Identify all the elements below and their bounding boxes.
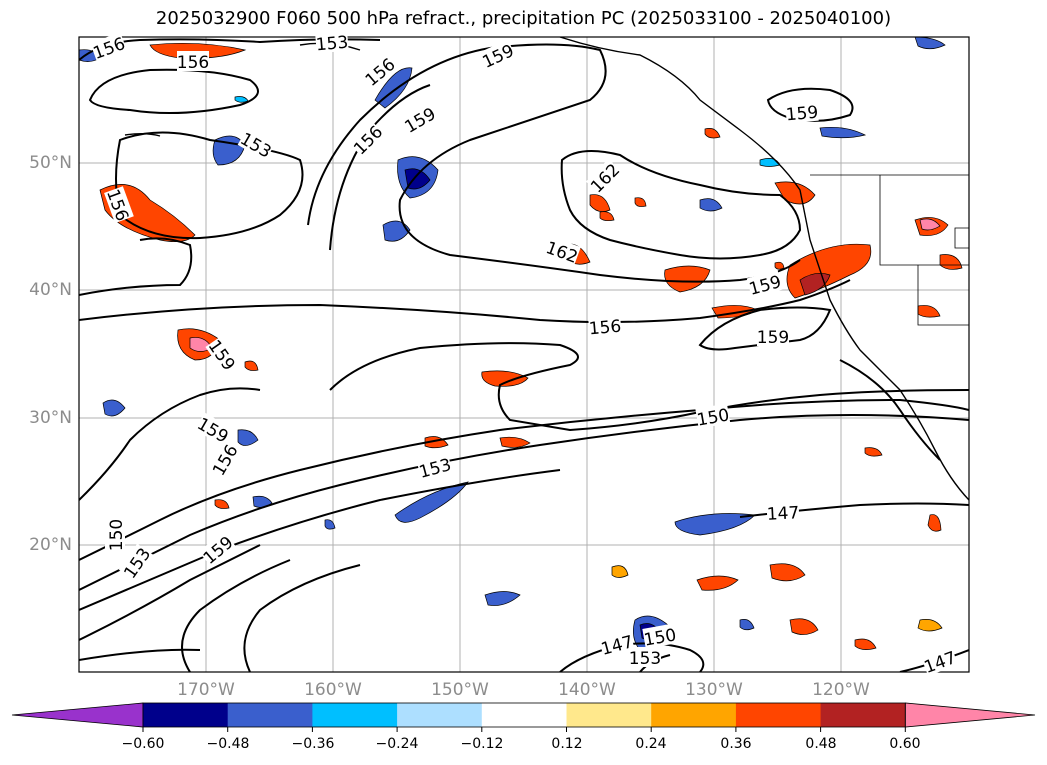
contour-label: 159 xyxy=(757,328,789,348)
contour-label: 147 xyxy=(922,648,959,678)
contour-label-bg xyxy=(416,453,453,481)
contour-label-bg xyxy=(757,326,789,346)
contour-label-bg xyxy=(629,647,661,667)
contour-label: 159 xyxy=(785,103,819,126)
contour-label: 156 xyxy=(91,34,128,64)
contour-label: 159 xyxy=(200,533,238,569)
colorbar-swatch xyxy=(735,703,822,727)
contour-label: 162 xyxy=(587,160,624,197)
precip-positive-patches xyxy=(99,43,963,650)
map-frame xyxy=(78,36,970,673)
contour-label-bg xyxy=(360,53,399,90)
colorbar-swatch xyxy=(312,703,398,727)
lat-label-50n: 50°N xyxy=(29,153,72,173)
colorbar-tick-label: 0.12 xyxy=(551,736,583,752)
contour-label-bg xyxy=(543,236,581,266)
lon-label-170w: 170°W xyxy=(177,680,235,700)
colorbar-swatch xyxy=(397,703,483,727)
colorbar-tick-label: −0.48 xyxy=(206,736,250,752)
contour-label: 159 xyxy=(747,272,784,300)
colorbar-tick-label: 0.36 xyxy=(720,736,752,752)
contour-label-bg xyxy=(207,440,241,479)
contour-label-bg xyxy=(766,501,800,523)
contour-label: 159 xyxy=(401,104,439,138)
contour-label-bg xyxy=(105,519,125,551)
contour-label: 150 xyxy=(642,625,677,650)
lon-label-140w: 140°W xyxy=(558,680,616,700)
colorbar-outline xyxy=(142,702,906,728)
lon-label-150w: 150°W xyxy=(431,680,489,700)
colorbar xyxy=(11,702,1036,732)
contour-label-bg xyxy=(400,102,439,136)
contour-label: 147 xyxy=(766,503,799,525)
contour-label-bg xyxy=(588,314,622,338)
contour-label-bg xyxy=(598,630,635,658)
contour-label: 153 xyxy=(236,129,274,163)
colorbar-swatch xyxy=(481,703,567,727)
contour-label-bg xyxy=(194,412,233,446)
contour-label-bg xyxy=(695,403,731,429)
contour-label-bg xyxy=(921,646,959,676)
colorbar-swatch xyxy=(227,703,313,727)
lon-label-130w: 130°W xyxy=(685,680,743,700)
contour-label: 156 xyxy=(209,441,243,479)
lon-label-120w: 120°W xyxy=(812,680,870,700)
contour-label-bg xyxy=(785,100,819,124)
colorbar-swatch xyxy=(820,703,906,727)
map-title: 2025032900 F060 500 hPa refract., precip… xyxy=(155,8,892,29)
contour-label: 150 xyxy=(695,405,730,430)
contour-label-bg xyxy=(237,127,276,161)
contour-label: 150 xyxy=(107,519,127,551)
contour-label-bg xyxy=(585,158,623,196)
contour-label-bg xyxy=(315,30,349,54)
contour-label-bg xyxy=(205,335,241,374)
colorbar-tick-label: −0.12 xyxy=(460,736,504,752)
contour-label-bg xyxy=(177,51,209,71)
colorbar-tick-label: 0.60 xyxy=(889,736,921,752)
gridlines xyxy=(79,37,969,672)
colorbar-extend-low xyxy=(11,702,144,728)
contour-label-bg xyxy=(118,543,154,582)
colorbar-tick-label: 0.24 xyxy=(635,736,667,752)
contour-label: 162 xyxy=(543,238,580,268)
contour-label-bg xyxy=(642,623,678,649)
colorbar-swatch xyxy=(651,703,737,727)
colorbar-swatch xyxy=(143,703,229,727)
contour-label: 153 xyxy=(417,455,454,483)
contour-label: 153 xyxy=(629,649,661,669)
colorbar-extend-high xyxy=(904,702,1036,728)
colorbar-tick-label: −0.36 xyxy=(291,736,335,752)
contour-label: 156 xyxy=(177,53,209,73)
contour-label-bg xyxy=(746,270,783,298)
lon-label-160w: 160°W xyxy=(304,680,362,700)
contour-label-bg xyxy=(478,39,517,71)
lat-label-40n: 40°N xyxy=(29,280,72,300)
contour-label: 156 xyxy=(588,317,622,340)
contour-label-bg xyxy=(104,186,134,224)
lat-label-20n: 20°N xyxy=(29,535,72,555)
colorbar-tick-label: −0.24 xyxy=(375,736,419,752)
contour-label: 153 xyxy=(315,33,349,56)
lat-label-30n: 30°N xyxy=(29,408,72,428)
colorbar-tick-label: 0.48 xyxy=(805,736,837,752)
contour-label-bg xyxy=(90,32,128,62)
contour-label-bg xyxy=(198,531,237,568)
contour-label-bg xyxy=(348,120,386,158)
colorbar-tick-label: −0.60 xyxy=(121,736,165,752)
colorbar-swatch xyxy=(566,703,652,727)
